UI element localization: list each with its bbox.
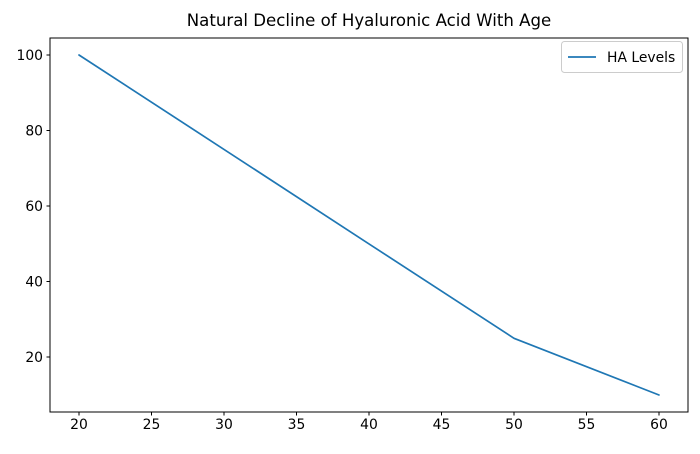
legend: HA Levels [561,41,683,73]
y-tick-label: 40 [25,275,43,291]
x-tick-label: 35 [288,417,306,433]
legend-box [561,41,683,73]
x-tick-label: 40 [360,417,378,433]
y-tick-label: 20 [25,350,43,366]
plot-area-border [49,37,689,413]
chart-title: Natural Decline of Hyaluronic Acid With … [187,11,551,30]
ha-levels-line [78,54,660,396]
x-tick-label: 30 [215,417,233,433]
y-tick-label: 80 [25,124,43,140]
x-tick-label: 25 [143,417,161,433]
y-tick-label: 60 [25,199,43,215]
x-tick-label: 60 [650,417,668,433]
x-tick-label: 50 [505,417,523,433]
y-axis: 20 40 60 80 100 [16,48,50,366]
x-tick-label: 20 [70,417,88,433]
x-axis: 20 25 30 35 40 45 50 55 60 [70,412,668,433]
x-tick-label: 55 [578,417,596,433]
x-tick-label: 45 [433,417,451,433]
y-tick-label: 100 [16,48,43,64]
legend-label: HA Levels [607,50,675,66]
